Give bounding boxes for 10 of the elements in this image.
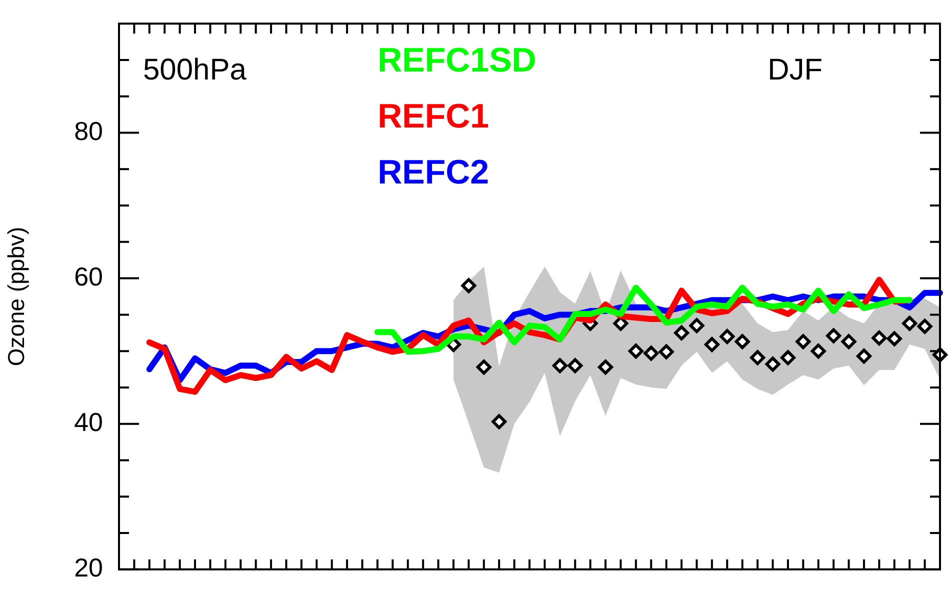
text: REFC1SD	[378, 42, 536, 80]
annotation: DJF	[768, 54, 823, 87]
y-axis-title: Ozone (ppbv)	[3, 226, 30, 366]
y-tick-label: 20	[74, 552, 103, 583]
annotation: 500hPa	[143, 54, 247, 87]
y-tick-label: 60	[74, 261, 103, 292]
text: REFC2	[378, 154, 490, 192]
text: REFC1	[378, 98, 490, 136]
y-tick-label: 80	[74, 116, 103, 146]
y-tick-label: 40	[74, 407, 103, 438]
